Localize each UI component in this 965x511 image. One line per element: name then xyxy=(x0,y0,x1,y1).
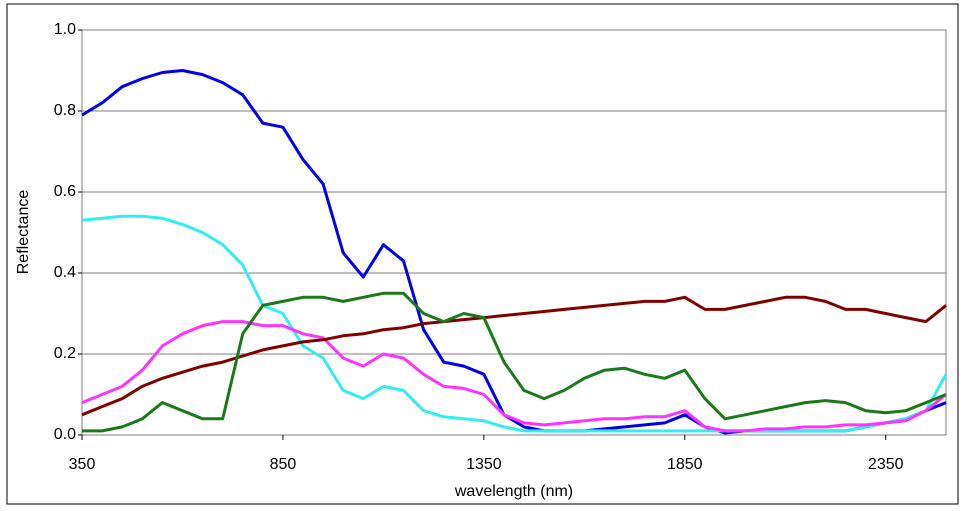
x-tick-label: 350 xyxy=(69,456,96,473)
series-line xyxy=(81,320,947,433)
x-tick-label: 850 xyxy=(270,456,297,473)
x-tick-label: 1850 xyxy=(667,456,703,473)
y-tick-label: 0.6 xyxy=(54,183,76,200)
y-axis-title: Reflectance xyxy=(15,190,32,275)
y-tick-label: 1.0 xyxy=(54,21,76,38)
x-axis-title: wavelength (nm) xyxy=(454,483,573,500)
y-tick-label: 0.8 xyxy=(54,102,76,119)
y-tick-label: 0.2 xyxy=(54,345,76,362)
series-line xyxy=(81,295,947,417)
x-tick-label: 2350 xyxy=(868,456,904,473)
series-line xyxy=(82,291,947,433)
series-line xyxy=(81,214,948,433)
y-tick-label: 0.0 xyxy=(54,426,76,443)
y-tick-label: 0.4 xyxy=(54,264,76,281)
x-tick-label: 1350 xyxy=(466,456,502,473)
plot-area xyxy=(81,29,947,436)
